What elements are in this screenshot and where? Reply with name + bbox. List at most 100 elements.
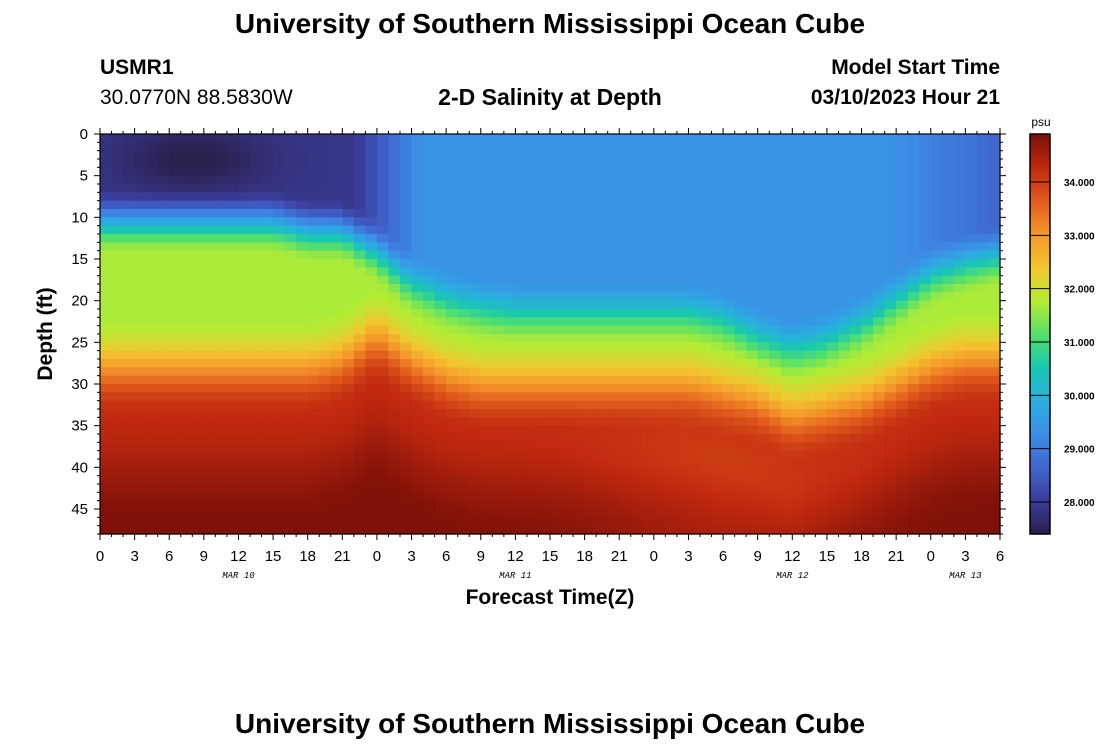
- heatmap-cell: [676, 167, 690, 177]
- heatmap-cell: [526, 192, 540, 202]
- heatmap-cell: [688, 242, 701, 252]
- heatmap-cell: [353, 175, 366, 185]
- heatmap-cell: [100, 192, 113, 202]
- heatmap-cell: [330, 467, 343, 477]
- heatmap-cell: [192, 284, 205, 293]
- heatmap-cell: [550, 517, 563, 527]
- heatmap-cell: [469, 259, 482, 268]
- heatmap-cell: [146, 200, 159, 210]
- heatmap-cell: [111, 475, 124, 485]
- heatmap-cell: [376, 392, 390, 402]
- heatmap-cell: [538, 134, 551, 143]
- heatmap-cell: [503, 342, 516, 352]
- heatmap-cell: [273, 384, 286, 393]
- heatmap-cell: [203, 467, 216, 477]
- heatmap-cell: [250, 309, 263, 318]
- heatmap-cell: [584, 484, 597, 493]
- heatmap-cell: [550, 292, 563, 302]
- heatmap-cell: [330, 209, 343, 218]
- heatmap-cell: [203, 500, 216, 510]
- heatmap-cell: [723, 275, 736, 285]
- heatmap-cell: [723, 342, 736, 352]
- heatmap-cell: [976, 450, 990, 460]
- heatmap-cell: [342, 350, 355, 360]
- heatmap-cell: [503, 242, 516, 252]
- heatmap-cell: [780, 192, 793, 202]
- heatmap-cell: [319, 284, 332, 293]
- heatmap-cell: [226, 309, 240, 318]
- heatmap-cell: [319, 400, 332, 410]
- heatmap-cell: [838, 142, 851, 152]
- heatmap-cell: [642, 259, 655, 268]
- heatmap-cell: [296, 150, 309, 160]
- x-tick-label: 6: [165, 548, 173, 565]
- heatmap-cell: [330, 134, 343, 143]
- heatmap-cell: [123, 242, 136, 252]
- heatmap-cell: [423, 250, 436, 260]
- heatmap-cell: [711, 525, 724, 535]
- heatmap-cell: [665, 359, 678, 368]
- heatmap-cell: [942, 200, 955, 210]
- heatmap-cell: [826, 475, 840, 485]
- heatmap-cell: [723, 234, 736, 243]
- heatmap-cell: [688, 209, 701, 218]
- heatmap-cell: [503, 484, 516, 493]
- heatmap-cell: [203, 200, 216, 210]
- heatmap-cell: [157, 267, 170, 277]
- heatmap-cell: [365, 492, 378, 502]
- heatmap-cell: [273, 184, 286, 193]
- heatmap-cell: [976, 500, 990, 510]
- heatmap-cell: [861, 442, 874, 452]
- heatmap-cell: [838, 234, 851, 243]
- heatmap-cell: [446, 525, 459, 535]
- heatmap-cell: [838, 375, 851, 385]
- heatmap-cell: [480, 459, 493, 468]
- heatmap-cell: [838, 300, 851, 310]
- heatmap-cell: [250, 525, 263, 535]
- heatmap-cell: [192, 525, 205, 535]
- heatmap-cell: [596, 400, 609, 410]
- heatmap-cell: [607, 217, 620, 227]
- heatmap-cell: [734, 267, 747, 277]
- heatmap-cell: [711, 375, 724, 385]
- heatmap-cell: [803, 359, 816, 368]
- heatmap-cell: [492, 384, 505, 393]
- heatmap-cell: [803, 400, 816, 410]
- heatmap-cell: [653, 425, 666, 435]
- heatmap-cell: [342, 484, 355, 493]
- heatmap-cell: [469, 284, 482, 293]
- heatmap-cell: [446, 459, 459, 468]
- heatmap-cell: [388, 450, 401, 460]
- heatmap-cell: [734, 442, 747, 452]
- heatmap-cell: [976, 150, 990, 160]
- heatmap-cell: [457, 267, 470, 277]
- heatmap-cell: [526, 492, 540, 502]
- heatmap-cell: [330, 392, 343, 402]
- heatmap-cell: [296, 209, 309, 218]
- heatmap-cell: [561, 392, 574, 402]
- heatmap-cell: [596, 442, 609, 452]
- heatmap-cell: [642, 442, 655, 452]
- heatmap-cell: [826, 509, 840, 518]
- heatmap-cell: [388, 425, 401, 435]
- heatmap-cell: [100, 409, 113, 418]
- heatmap-cell: [596, 392, 609, 402]
- y-tick-label: 35: [71, 418, 88, 435]
- heatmap-cell: [561, 134, 574, 143]
- heatmap-cell: [550, 409, 563, 418]
- heatmap-cell: [296, 400, 309, 410]
- heatmap-cell: [434, 500, 447, 510]
- heatmap-cell: [376, 434, 390, 443]
- heatmap-cell: [769, 375, 782, 385]
- heatmap-cell: [607, 475, 620, 485]
- heatmap-cell: [573, 234, 586, 243]
- heatmap-cell: [573, 425, 586, 435]
- heatmap-cell: [734, 475, 747, 485]
- heatmap-cell: [953, 150, 966, 160]
- heatmap-cell: [238, 225, 251, 235]
- heatmap-cell: [850, 184, 863, 193]
- heatmap-cell: [676, 325, 690, 335]
- heatmap-cell: [134, 459, 147, 468]
- heatmap-cell: [965, 150, 978, 160]
- heatmap-cell: [907, 350, 920, 360]
